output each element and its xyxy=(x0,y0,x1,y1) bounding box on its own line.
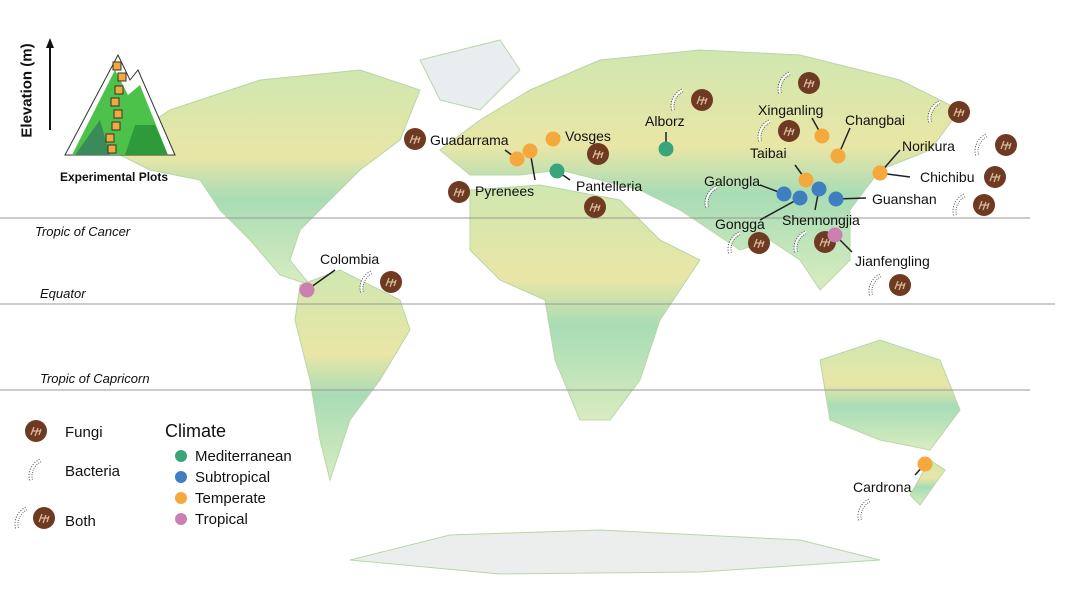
bacteria-icon xyxy=(867,273,885,297)
site-label: Colombia xyxy=(320,251,380,267)
legend-both: Both xyxy=(65,513,96,530)
climate-legend-title: Climate xyxy=(165,421,227,441)
climate-swatch xyxy=(175,471,187,483)
fungi-icon xyxy=(25,420,47,442)
site-label: Galongla xyxy=(704,173,761,189)
site-label: Guadarrama xyxy=(430,132,509,148)
fungi-icon xyxy=(798,72,820,94)
fungi-icon xyxy=(33,507,55,529)
site-marker-changbai[interactable] xyxy=(830,148,846,164)
fungi-icon xyxy=(587,143,609,165)
inset-caption: Experimental Plots xyxy=(60,170,169,184)
site-label: Pantelleria xyxy=(576,178,643,194)
south-america xyxy=(294,269,411,482)
climate-label: Temperate xyxy=(195,490,266,507)
fungi-icon xyxy=(778,120,800,142)
antarctica xyxy=(349,529,881,575)
site-marker-colombia[interactable] xyxy=(299,282,315,298)
bacteria-icon xyxy=(792,230,810,254)
site-label: Changbai xyxy=(845,112,905,128)
legend-climate-subtropical: Subtropical xyxy=(175,469,292,486)
site-marker-shennongjia[interactable] xyxy=(811,181,827,197)
site-marker-chichibu[interactable] xyxy=(872,165,888,181)
north-america xyxy=(109,69,421,287)
fungi-icon xyxy=(404,128,426,150)
legend-climate-tropical: Tropical xyxy=(175,511,292,528)
site-label: Gongga xyxy=(715,216,765,232)
climate-swatch xyxy=(175,492,187,504)
fungi-icon xyxy=(889,274,911,296)
site-marker-alborz[interactable] xyxy=(658,141,674,157)
site-label: Norikura xyxy=(902,138,955,154)
africa xyxy=(469,184,701,421)
legend-climate-temperate: Temperate xyxy=(175,490,292,507)
site-marker-guadarrama[interactable] xyxy=(509,151,525,167)
site-label: Jianfengling xyxy=(855,253,930,269)
tropic-of-cancer-label: Tropic of Cancer xyxy=(35,224,131,239)
site-label: Shennongjia xyxy=(782,212,860,228)
site-marker-cardrona[interactable] xyxy=(917,456,933,472)
site-label: Guanshan xyxy=(872,191,937,207)
bacteria-icon xyxy=(926,100,944,124)
greenland xyxy=(419,39,521,111)
bacteria-icon xyxy=(669,88,687,112)
climate-swatch xyxy=(175,450,187,462)
site-label: Vosges xyxy=(565,128,611,144)
bacteria-icon xyxy=(358,270,376,294)
climate-label: Tropical xyxy=(195,511,248,528)
site-marker-jianfengling[interactable] xyxy=(827,227,843,243)
fungi-icon xyxy=(748,232,770,254)
fungi-icon xyxy=(948,101,970,123)
bacteria-icon xyxy=(776,71,794,95)
elevation-axis-label: Elevation (m) xyxy=(18,43,36,138)
bacteria-icon xyxy=(13,506,31,530)
equator-label: Equator xyxy=(40,286,86,301)
legend-climate-mediterranean: Mediterranean xyxy=(175,448,292,465)
fungi-icon xyxy=(995,134,1017,156)
mountain-inset-icon xyxy=(46,38,176,156)
bacteria-icon xyxy=(973,133,991,157)
bacteria-icon xyxy=(856,498,874,522)
site-marker-xinganling[interactable] xyxy=(814,128,830,144)
site-marker-galongla[interactable] xyxy=(776,186,792,202)
fungi-icon xyxy=(448,181,470,203)
site-marker-guanshan[interactable] xyxy=(828,191,844,207)
climate-label: Mediterranean xyxy=(195,448,292,465)
fungi-icon xyxy=(380,271,402,293)
bacteria-icon xyxy=(726,231,744,255)
australia xyxy=(819,339,961,451)
fungi-icon xyxy=(691,89,713,111)
fungi-icon xyxy=(584,196,606,218)
fungi-icon xyxy=(973,194,995,216)
site-marker-pyrenees[interactable] xyxy=(522,143,538,159)
climate-label: Subtropical xyxy=(195,469,271,486)
tropic-of-capricorn-label: Tropic of Capricorn xyxy=(40,371,150,386)
legend-fungi: Fungi xyxy=(65,424,103,441)
bacteria-icon xyxy=(951,193,969,217)
bacteria-icon xyxy=(27,458,45,482)
site-label: Pyrenees xyxy=(475,183,535,199)
new-zealand xyxy=(909,459,946,506)
bacteria-icon xyxy=(756,119,774,143)
site-label: Xinganling xyxy=(758,102,824,118)
site-marker-gongga[interactable] xyxy=(792,190,808,206)
climate-swatch xyxy=(175,513,187,525)
site-marker-vosges[interactable] xyxy=(545,131,561,147)
site-label: Alborz xyxy=(645,113,685,129)
fungi-icon xyxy=(984,166,1006,188)
site-marker-taibai[interactable] xyxy=(798,172,814,188)
legend-bacteria: Bacteria xyxy=(65,463,121,480)
site-label: Chichibu xyxy=(920,169,975,185)
site-label: Cardrona xyxy=(853,479,912,495)
site-marker-pantelleria[interactable] xyxy=(549,163,565,179)
site-label: Taibai xyxy=(750,145,787,161)
bacteria-icon xyxy=(703,185,721,209)
